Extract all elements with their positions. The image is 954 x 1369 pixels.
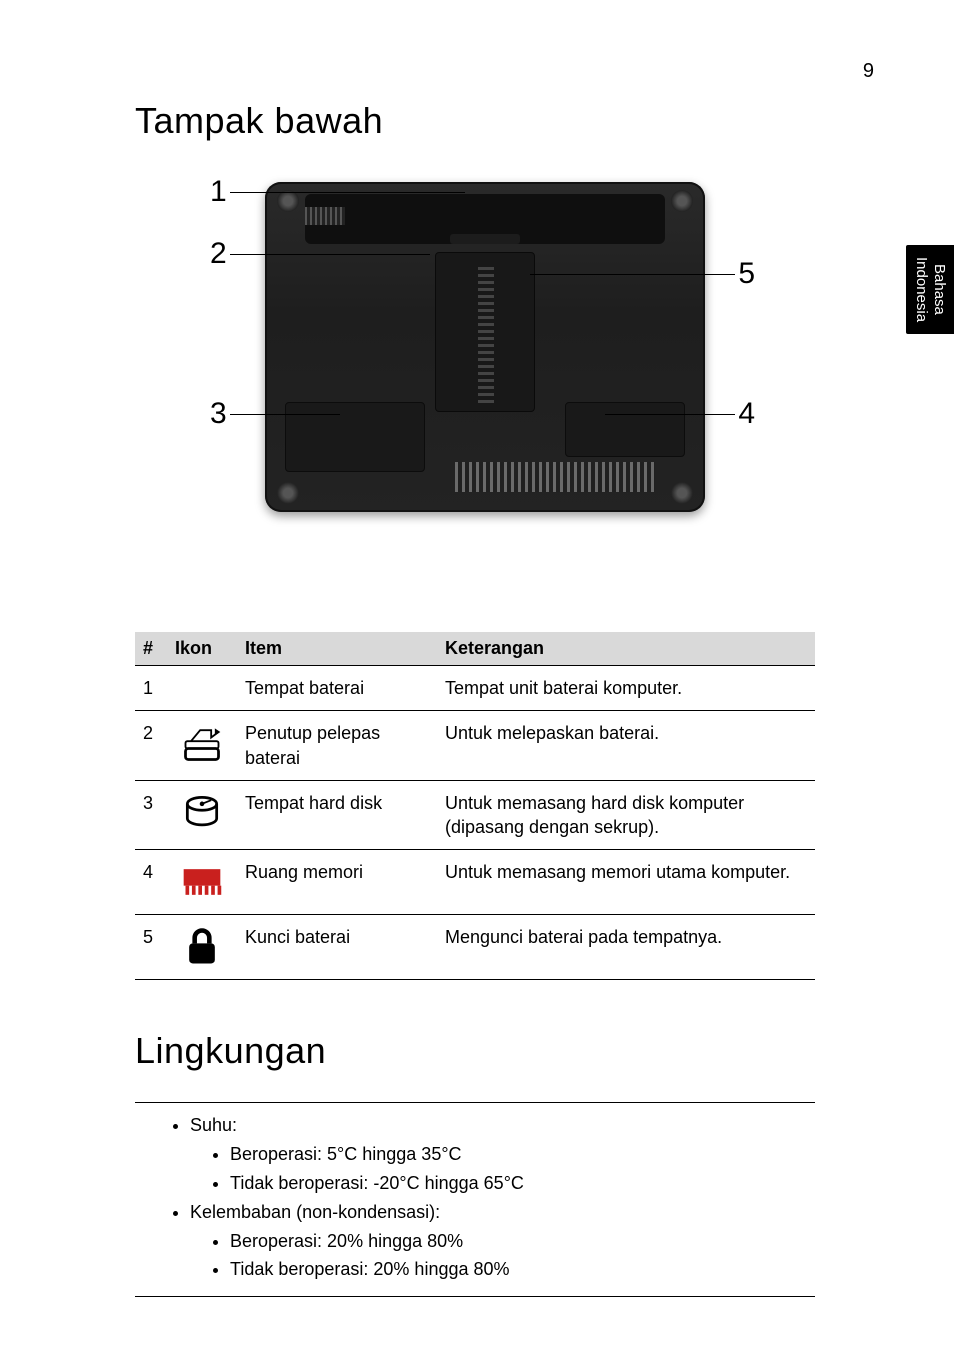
table-row: 4 Ruang memori: [135, 850, 815, 915]
col-ket: Keterangan: [437, 632, 815, 666]
cell-item: Tempat baterai: [237, 666, 437, 711]
table-header-row: # Ikon Item Keterangan: [135, 632, 815, 666]
cell-icon: [167, 915, 237, 980]
cell-icon: [167, 780, 237, 850]
cell-num: 4: [135, 850, 167, 915]
page-number: 9: [863, 60, 874, 83]
bottom-view-diagram: 1 2 3 4 5: [155, 172, 795, 592]
table-row: 3 Tempat hard disk Untuk memasang hard d…: [135, 780, 815, 850]
battery-bay-shape: [305, 194, 665, 244]
cell-num: 3: [135, 780, 167, 850]
memory-icon: [180, 860, 224, 904]
env-subitem: Tidak beroperasi: 20% hingga 80%: [230, 1255, 815, 1284]
cell-icon: [167, 711, 237, 781]
cell-icon: [167, 666, 237, 711]
laptop-chassis: [265, 182, 705, 512]
hdd-bay-shape: [285, 402, 425, 472]
language-tab-line2: Indonesia: [912, 257, 930, 322]
cell-item: Penutup pelepas baterai: [237, 711, 437, 781]
callout-1: 1: [210, 175, 227, 209]
cell-item: Tempat hard disk: [237, 780, 437, 850]
leader-line: [230, 254, 430, 255]
cell-ket: Untuk memasang memori utama komputer.: [437, 850, 815, 915]
rubber-foot-icon: [671, 482, 693, 504]
callout-5: 5: [738, 257, 755, 291]
leader-line: [605, 414, 735, 415]
env-subitem: Beroperasi: 20% hingga 80%: [230, 1227, 815, 1256]
cell-ket: Tempat unit baterai komputer.: [437, 666, 815, 711]
env-item: Kelembaban (non-kondensasi): Beroperasi:…: [190, 1198, 815, 1284]
env-label: Kelembaban (non-kondensasi):: [190, 1202, 440, 1222]
env-item: Suhu: Beroperasi: 5°C hingga 35°C Tidak …: [190, 1111, 815, 1197]
table-row: 5 Kunci baterai Mengunci baterai pada te…: [135, 915, 815, 980]
callout-2: 2: [210, 237, 227, 271]
env-subitem: Beroperasi: 5°C hingga 35°C: [230, 1140, 815, 1169]
cell-item: Ruang memori: [237, 850, 437, 915]
language-tab-line1: Bahasa: [930, 257, 948, 322]
language-tab: Bahasa Indonesia: [906, 245, 954, 334]
env-label: Suhu:: [190, 1115, 237, 1135]
lock-icon: [180, 925, 224, 969]
cell-ket: Untuk melepaskan baterai.: [437, 711, 815, 781]
center-panel-shape: [435, 252, 535, 412]
cell-icon: [167, 850, 237, 915]
cell-ket: Mengunci baterai pada tempatnya.: [437, 915, 815, 980]
callout-3: 3: [210, 397, 227, 431]
cell-num: 1: [135, 666, 167, 711]
vent-grille-icon: [305, 207, 345, 225]
rubber-foot-icon: [671, 190, 693, 212]
heading-tampak-bawah: Tampak bawah: [135, 100, 815, 142]
callout-4: 4: [738, 397, 755, 431]
vent-grille-icon: [455, 462, 655, 492]
env-subitem: Tidak beroperasi: -20°C hingga 65°C: [230, 1169, 815, 1198]
cell-ket: Untuk memasang hard disk komputer (dipas…: [437, 780, 815, 850]
hard-disk-icon: [180, 791, 224, 835]
components-table: # Ikon Item Keterangan 1 Tempat baterai …: [135, 632, 815, 980]
memory-bay-shape: [565, 402, 685, 457]
table-row: 2 Penutup pelepas baterai Untuk melepask…: [135, 711, 815, 781]
rubber-foot-icon: [277, 190, 299, 212]
environment-list-block: Suhu: Beroperasi: 5°C hingga 35°C Tidak …: [135, 1102, 815, 1297]
col-item: Item: [237, 632, 437, 666]
heading-lingkungan: Lingkungan: [135, 1030, 815, 1072]
cell-item: Kunci baterai: [237, 915, 437, 980]
leader-line: [530, 274, 735, 275]
leader-line: [230, 414, 340, 415]
leader-line: [230, 192, 465, 193]
cell-num: 2: [135, 711, 167, 781]
battery-release-icon: [180, 721, 224, 765]
col-ikon: Ikon: [167, 632, 237, 666]
col-num: #: [135, 632, 167, 666]
cell-num: 5: [135, 915, 167, 980]
rubber-foot-icon: [277, 482, 299, 504]
table-row: 1 Tempat baterai Tempat unit baterai kom…: [135, 666, 815, 711]
